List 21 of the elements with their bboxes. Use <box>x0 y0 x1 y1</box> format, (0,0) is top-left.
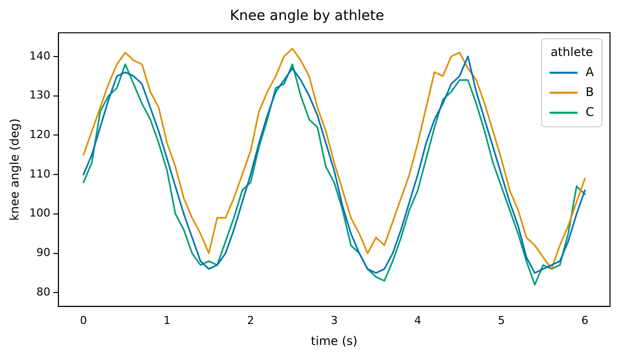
y-tick-label: 80 <box>36 285 50 298</box>
y-tick-label: 120 <box>29 128 50 142</box>
legend-label: C <box>586 104 594 119</box>
y-axis-title: knee angle (deg) <box>7 118 22 221</box>
x-tick-label: 1 <box>164 314 171 327</box>
x-tick-label: 0 <box>80 314 87 327</box>
x-tick-label: 2 <box>247 314 254 327</box>
chart-title: Knee angle by athlete <box>230 8 384 24</box>
y-tick-label: 140 <box>29 49 50 62</box>
x-tick-label: 3 <box>330 314 338 327</box>
y-tick-label: 110 <box>29 167 50 180</box>
x-tick-label: 6 <box>581 314 588 327</box>
legend-title: athlete <box>550 44 594 59</box>
x-tick-label: 5 <box>498 314 505 327</box>
x-axis-title: time (s) <box>310 334 358 348</box>
legend-label: B <box>586 84 594 99</box>
y-tick-label: 100 <box>29 206 50 220</box>
x-tick-label: 4 <box>414 314 422 327</box>
legend-label: A <box>586 64 595 79</box>
y-tick-label: 90 <box>36 246 50 260</box>
y-tick-label: 130 <box>29 88 50 102</box>
